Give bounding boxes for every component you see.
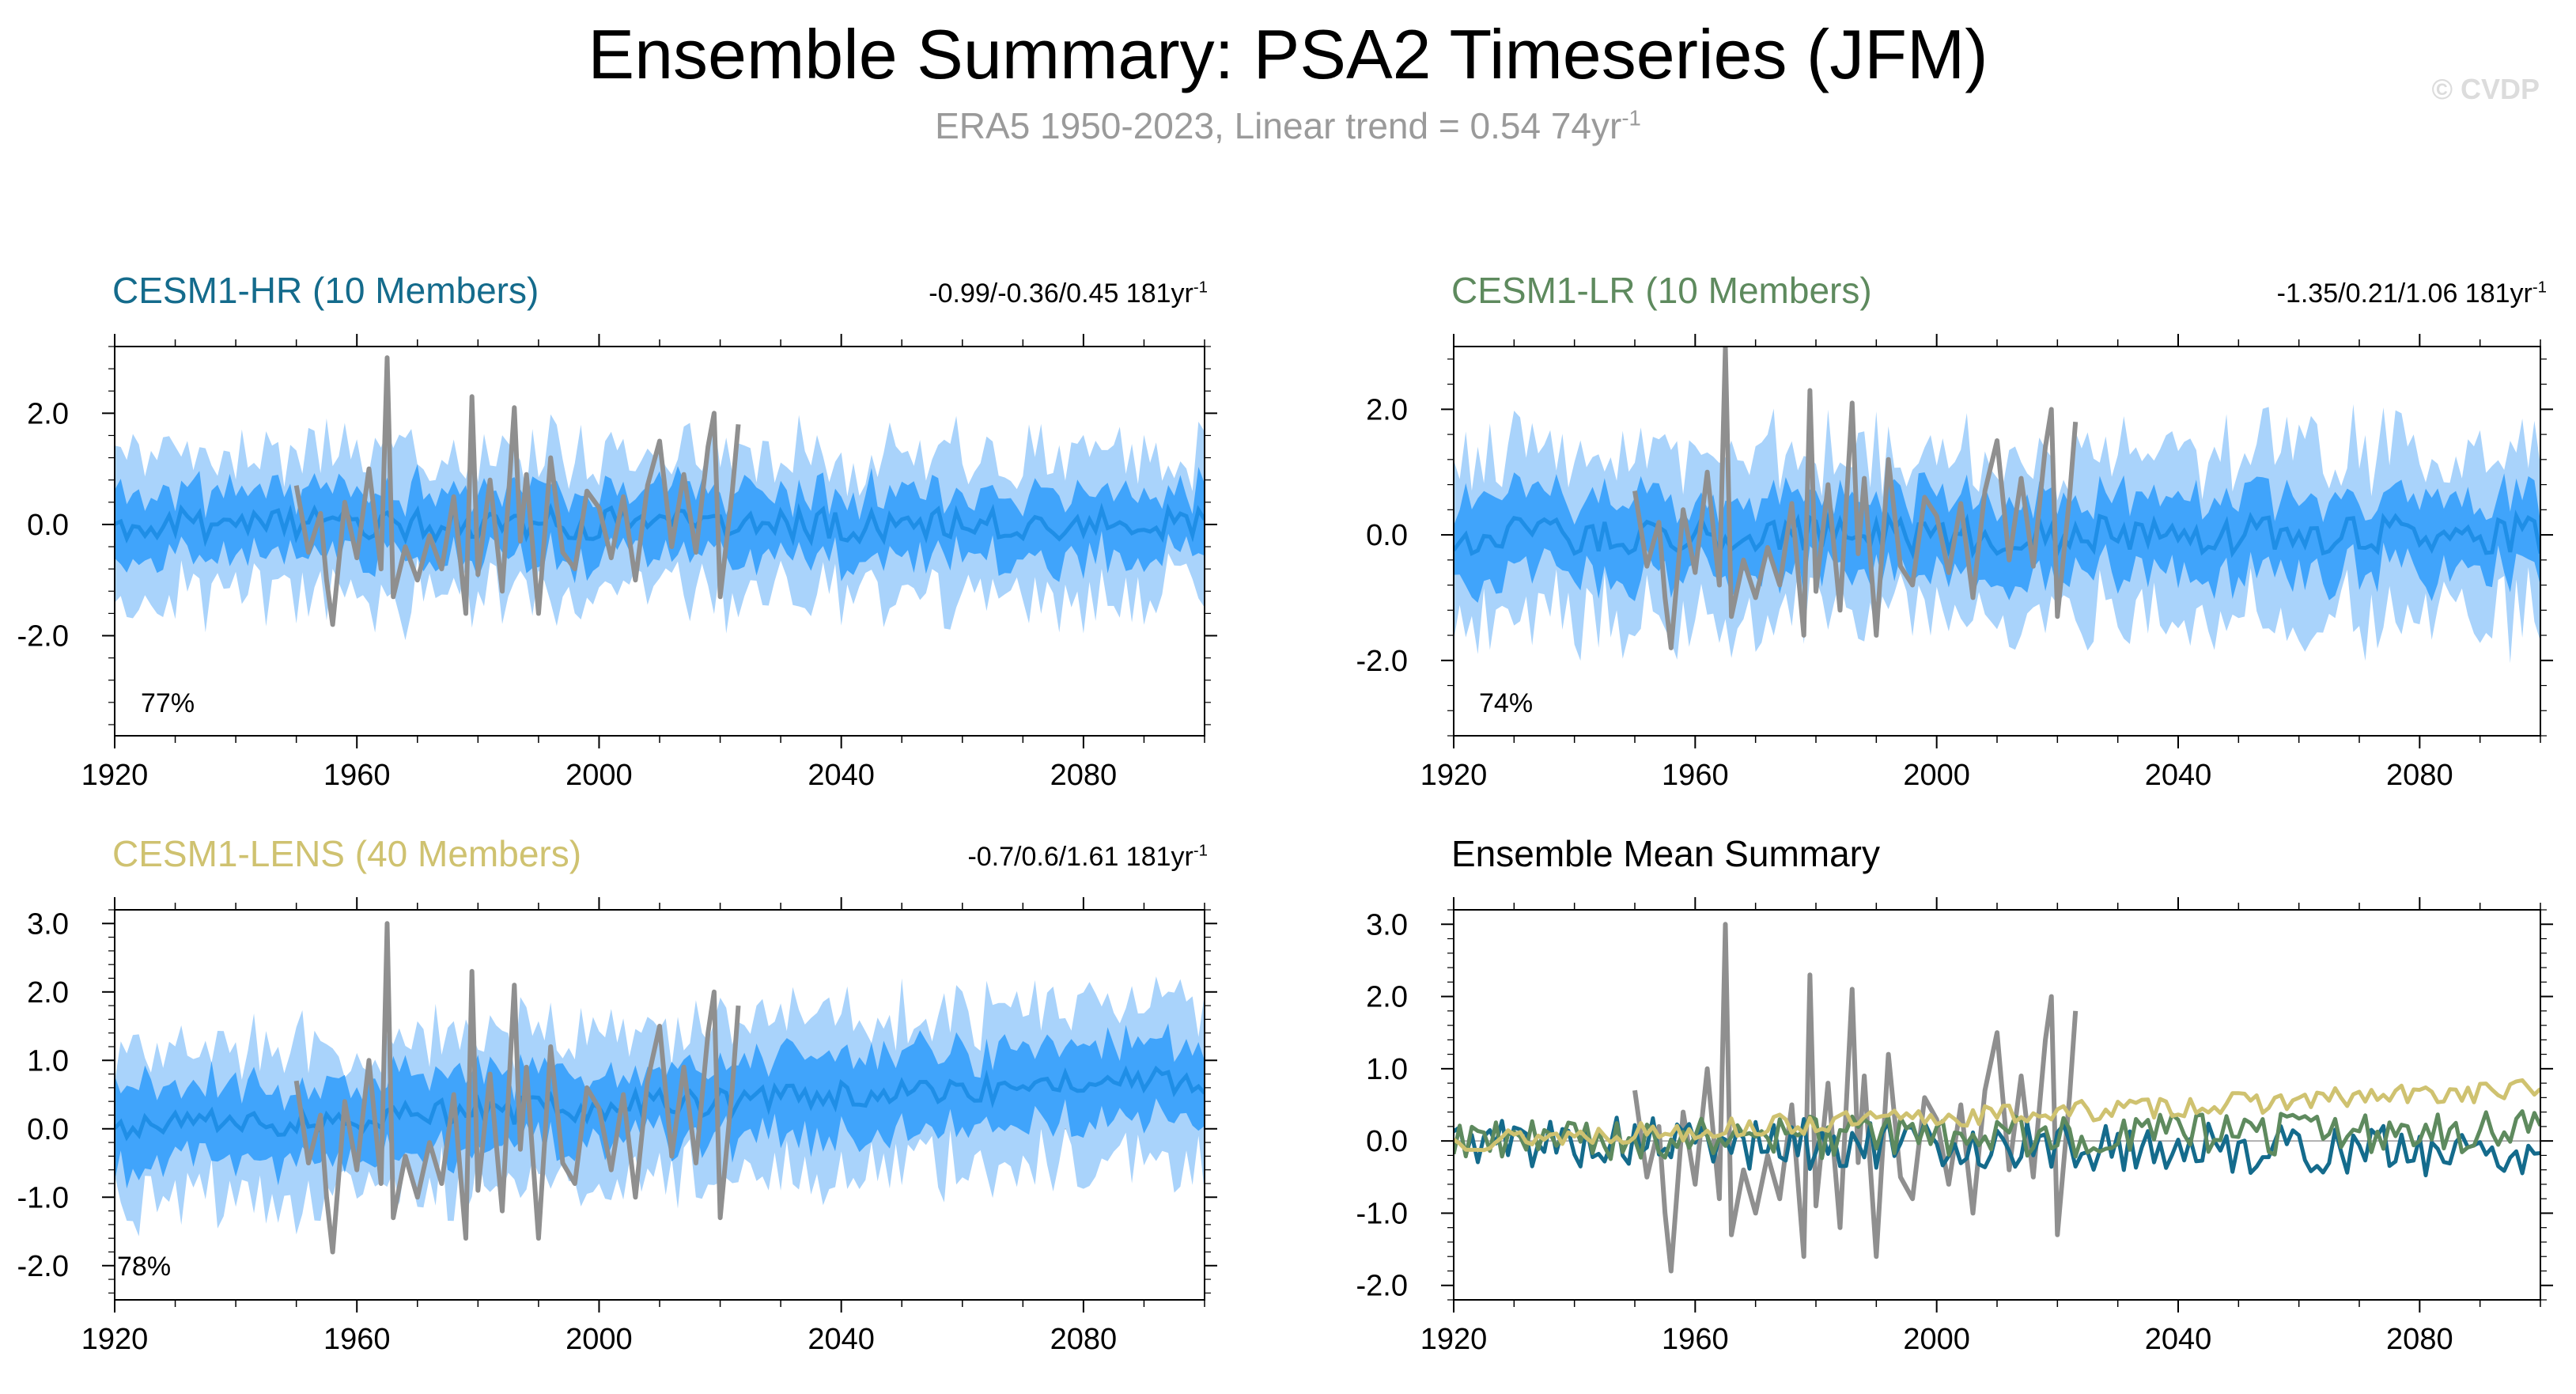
stats-sup-lr: -1 <box>2532 278 2547 297</box>
subtitle-superscript: -1 <box>1621 105 1641 131</box>
y-tick-label: -1.0 <box>17 1181 69 1214</box>
plot-frame <box>1453 909 2541 1301</box>
x-tick-label: 2040 <box>2145 1323 2212 1356</box>
y-tick-label: 0.0 <box>27 509 69 542</box>
y-tick-label: 0.0 <box>1366 1125 1408 1158</box>
y-tick-label: -2.0 <box>17 619 69 653</box>
ensemble-mean-line <box>115 501 1205 547</box>
x-tick-label: 1960 <box>323 1323 391 1356</box>
obs-line-era5 <box>1632 347 2079 650</box>
x-tick-label: 1960 <box>1662 759 1729 792</box>
stats-text-hr: -0.99/-0.36/0.45 181yr <box>929 278 1193 309</box>
y-tick-label: 0.0 <box>27 1113 69 1146</box>
x-tick-label: 1920 <box>81 1323 149 1356</box>
x-tick-label: 2000 <box>1903 1323 1970 1356</box>
stats-sup-hr: -1 <box>1193 278 1208 297</box>
ensemble-inner-band <box>115 464 1205 584</box>
x-tick-label: 2000 <box>566 1323 633 1356</box>
panel-title-summary: Ensemble Mean Summary <box>1451 833 1880 874</box>
panel-title-hr: CESM1-HR (10 Members) <box>112 270 539 311</box>
stats-sup-lens: -1 <box>1193 842 1208 860</box>
panel-stats-lr: -1.35/0.21/1.06 181yr-1 <box>2277 278 2547 309</box>
y-tick-label: 3.0 <box>27 907 69 941</box>
y-tick-label: 1.0 <box>27 1044 69 1078</box>
percent-label: 77% <box>141 688 195 718</box>
y-tick-label: -2.0 <box>1356 645 1408 678</box>
copyright-watermark: © CVDP <box>2431 73 2540 105</box>
panel-title-lens: CESM1-LENS (40 Members) <box>112 833 582 874</box>
percent-label: 74% <box>1479 688 1533 718</box>
figure-subtitle: ERA5 1950-2023, Linear trend = 0.54 74yr… <box>0 104 2576 147</box>
y-tick-label: 3.0 <box>1366 908 1408 941</box>
figure-title: Ensemble Summary: PSA2 Timeseries (JFM) <box>588 15 1988 93</box>
x-tick-label: 2080 <box>1050 1323 1118 1356</box>
x-tick-label: 1920 <box>1420 1323 1488 1356</box>
summary-line-cesm1-lens <box>1454 1078 2540 1153</box>
x-tick-label: 2040 <box>808 759 875 792</box>
subtitle-text: ERA5 1950-2023, Linear trend = 0.54 74yr <box>935 105 1622 146</box>
x-tick-label: 1920 <box>1420 759 1488 792</box>
y-tick-label: -2.0 <box>1356 1270 1408 1303</box>
x-tick-label: 1960 <box>323 759 391 792</box>
ensemble-mean-line <box>1454 509 2540 560</box>
ensemble-inner-band <box>115 1023 1205 1189</box>
obs-line-era5 <box>293 921 741 1255</box>
x-tick-label: 1960 <box>1662 1323 1729 1356</box>
x-tick-label: 2040 <box>2145 759 2212 792</box>
x-tick-label: 2080 <box>1050 759 1118 792</box>
x-tick-label: 2080 <box>2386 759 2453 792</box>
x-tick-label: 2000 <box>566 759 633 792</box>
y-tick-label: -1.0 <box>1356 1197 1408 1230</box>
y-tick-label: 0.0 <box>1366 519 1408 552</box>
y-tick-label: 2.0 <box>1366 981 1408 1014</box>
y-tick-label: 1.0 <box>1366 1053 1408 1086</box>
percent-label: 78% <box>117 1252 171 1282</box>
obs-line-era5 <box>1632 922 2079 1274</box>
x-tick-label: 2000 <box>1903 759 1970 792</box>
stats-text-lens: -0.7/0.6/1.61 181yr <box>967 842 1193 872</box>
x-tick-label: 1920 <box>81 759 149 792</box>
x-tick-label: 2040 <box>808 1323 875 1356</box>
y-tick-label: 2.0 <box>1366 393 1408 426</box>
stats-text-lr: -1.35/0.21/1.06 181yr <box>2276 278 2532 309</box>
y-tick-label: 2.0 <box>27 397 69 430</box>
obs-line-era5 <box>293 355 741 627</box>
y-tick-label: -2.0 <box>17 1250 69 1283</box>
y-tick-label: 2.0 <box>27 976 69 1010</box>
ensemble-mean-line <box>115 1065 1205 1142</box>
ensemble-inner-band <box>1454 472 2540 603</box>
panel-title-lr: CESM1-LR (10 Members) <box>1451 270 1872 311</box>
panel-stats-hr: -0.99/-0.36/0.45 181yr-1 <box>929 278 1208 309</box>
x-tick-label: 2080 <box>2386 1323 2453 1356</box>
panel-stats-lens: -0.7/0.6/1.61 181yr-1 <box>967 842 1208 873</box>
